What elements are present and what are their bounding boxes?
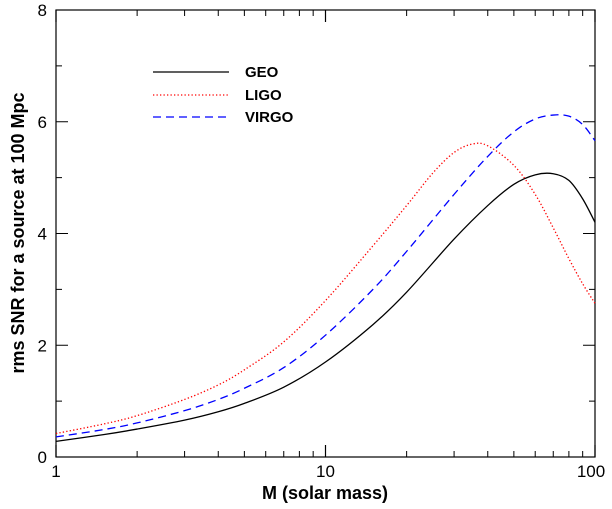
series-lines (55, 114, 596, 443)
legend-label-virgo: VIRGO (245, 109, 294, 126)
x-tick-label: 10 (316, 462, 335, 481)
y-axis-ticks: 0 2 4 6 8 (38, 1, 595, 467)
y-tick-label: 6 (38, 113, 47, 132)
x-axis-ticks: 1 10 100 (51, 10, 605, 481)
x-tick-label: 100 (577, 462, 605, 481)
x-axis-label: M (solar mass) (262, 483, 388, 503)
legend: GEO LIGO VIRGO (153, 64, 294, 126)
y-tick-label: 8 (38, 1, 47, 20)
x-tick-label: 1 (51, 462, 60, 481)
series-line-virgo (55, 114, 596, 438)
series-line-ligo (55, 142, 596, 435)
legend-label-ligo: LIGO (245, 87, 282, 104)
legend-label-geo: GEO (245, 64, 279, 81)
y-axis-label: rms SNR for a source at 100 Mpc (8, 92, 28, 373)
plot-frame (55, 9, 596, 458)
y-tick-label: 2 (38, 336, 47, 355)
series-line-geo (55, 172, 596, 443)
y-tick-label: 4 (38, 225, 47, 244)
y-tick-label: 0 (38, 448, 47, 467)
